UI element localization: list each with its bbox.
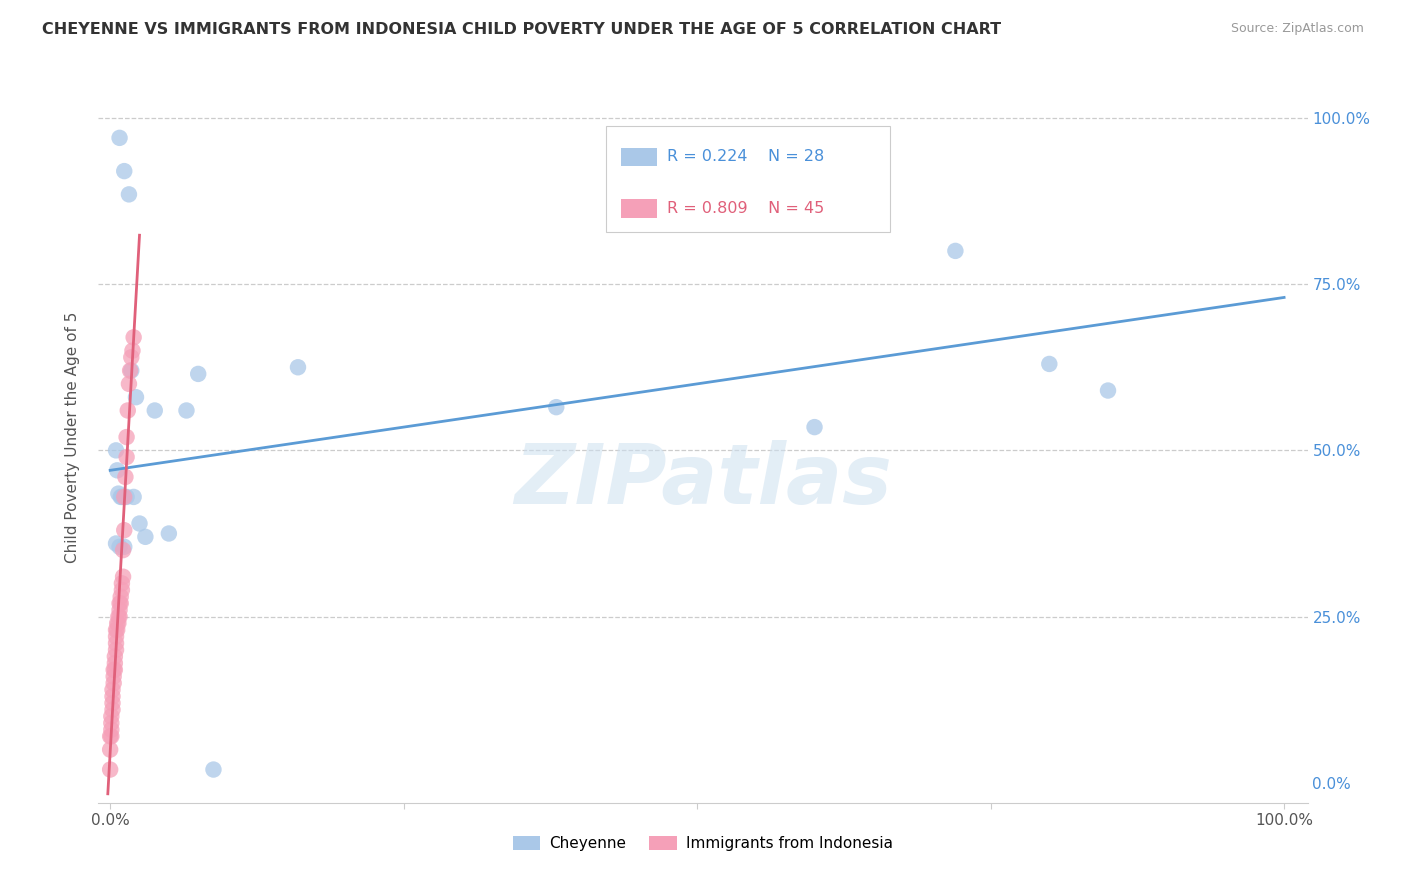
Point: [120, 351, 142, 365]
Point: [117, 403, 139, 417]
Point: [107, 609, 129, 624]
Point: [115, 490, 138, 504]
Point: [105, 636, 128, 650]
Point: [105, 630, 128, 644]
Point: [120, 363, 142, 377]
Point: [101, 703, 124, 717]
Point: [104, 663, 127, 677]
Point: [107, 486, 129, 500]
Point: [110, 490, 132, 504]
Point: [103, 676, 125, 690]
Point: [98, 729, 121, 743]
Point: [105, 616, 128, 631]
Point: [105, 623, 128, 637]
Bar: [621, 199, 657, 218]
Point: [101, 682, 124, 697]
Point: [157, 526, 180, 541]
Point: [1038, 357, 1060, 371]
Text: R = 0.224    N = 28: R = 0.224 N = 28: [666, 150, 824, 164]
Point: [176, 403, 198, 417]
Point: [803, 420, 825, 434]
Point: [112, 570, 135, 584]
Point: [110, 590, 132, 604]
Point: [108, 131, 131, 145]
Point: [105, 623, 128, 637]
Y-axis label: Child Poverty Under the Age of 5: Child Poverty Under the Age of 5: [65, 311, 80, 563]
Point: [103, 663, 125, 677]
Point: [100, 716, 122, 731]
Point: [111, 582, 134, 597]
Point: [202, 763, 225, 777]
Point: [134, 530, 156, 544]
Point: [187, 367, 209, 381]
Text: CHEYENNE VS IMMIGRANTS FROM INDONESIA CHILD POVERTY UNDER THE AGE OF 5 CORRELATI: CHEYENNE VS IMMIGRANTS FROM INDONESIA CH…: [42, 22, 1001, 37]
Point: [98, 763, 121, 777]
Point: [115, 450, 138, 464]
Point: [111, 490, 134, 504]
Point: [122, 490, 145, 504]
Point: [122, 330, 145, 344]
Point: [104, 656, 127, 670]
Text: ZIPatlas: ZIPatlas: [515, 441, 891, 522]
Point: [112, 490, 135, 504]
Point: [107, 616, 129, 631]
Point: [546, 400, 568, 414]
Point: [945, 244, 967, 258]
Point: [112, 523, 135, 537]
Text: Source: ZipAtlas.com: Source: ZipAtlas.com: [1230, 22, 1364, 36]
Point: [98, 742, 121, 756]
Legend: Cheyenne, Immigrants from Indonesia: Cheyenne, Immigrants from Indonesia: [506, 830, 900, 857]
Point: [108, 609, 131, 624]
Point: [128, 516, 150, 531]
Point: [108, 596, 131, 610]
Point: [118, 376, 141, 391]
Point: [108, 540, 131, 554]
Point: [115, 430, 138, 444]
Point: [1097, 384, 1119, 398]
Point: [120, 363, 142, 377]
Point: [101, 696, 124, 710]
Point: [143, 403, 166, 417]
Point: [118, 187, 141, 202]
Point: [112, 540, 135, 554]
Point: [111, 576, 134, 591]
Point: [105, 463, 128, 477]
Point: [121, 343, 143, 358]
Point: [110, 596, 132, 610]
Point: [105, 643, 128, 657]
Point: [104, 649, 127, 664]
Point: [105, 536, 128, 550]
Text: R = 0.809    N = 45: R = 0.809 N = 45: [666, 201, 824, 216]
Point: [101, 690, 124, 704]
Bar: [621, 148, 657, 167]
Point: [112, 164, 135, 178]
Point: [100, 709, 122, 723]
Point: [287, 360, 309, 375]
Point: [108, 603, 131, 617]
Point: [125, 390, 148, 404]
Point: [100, 723, 122, 737]
Point: [105, 443, 128, 458]
Point: [114, 470, 136, 484]
FancyBboxPatch shape: [606, 126, 890, 232]
Point: [100, 729, 122, 743]
Point: [112, 543, 135, 558]
Point: [103, 669, 125, 683]
